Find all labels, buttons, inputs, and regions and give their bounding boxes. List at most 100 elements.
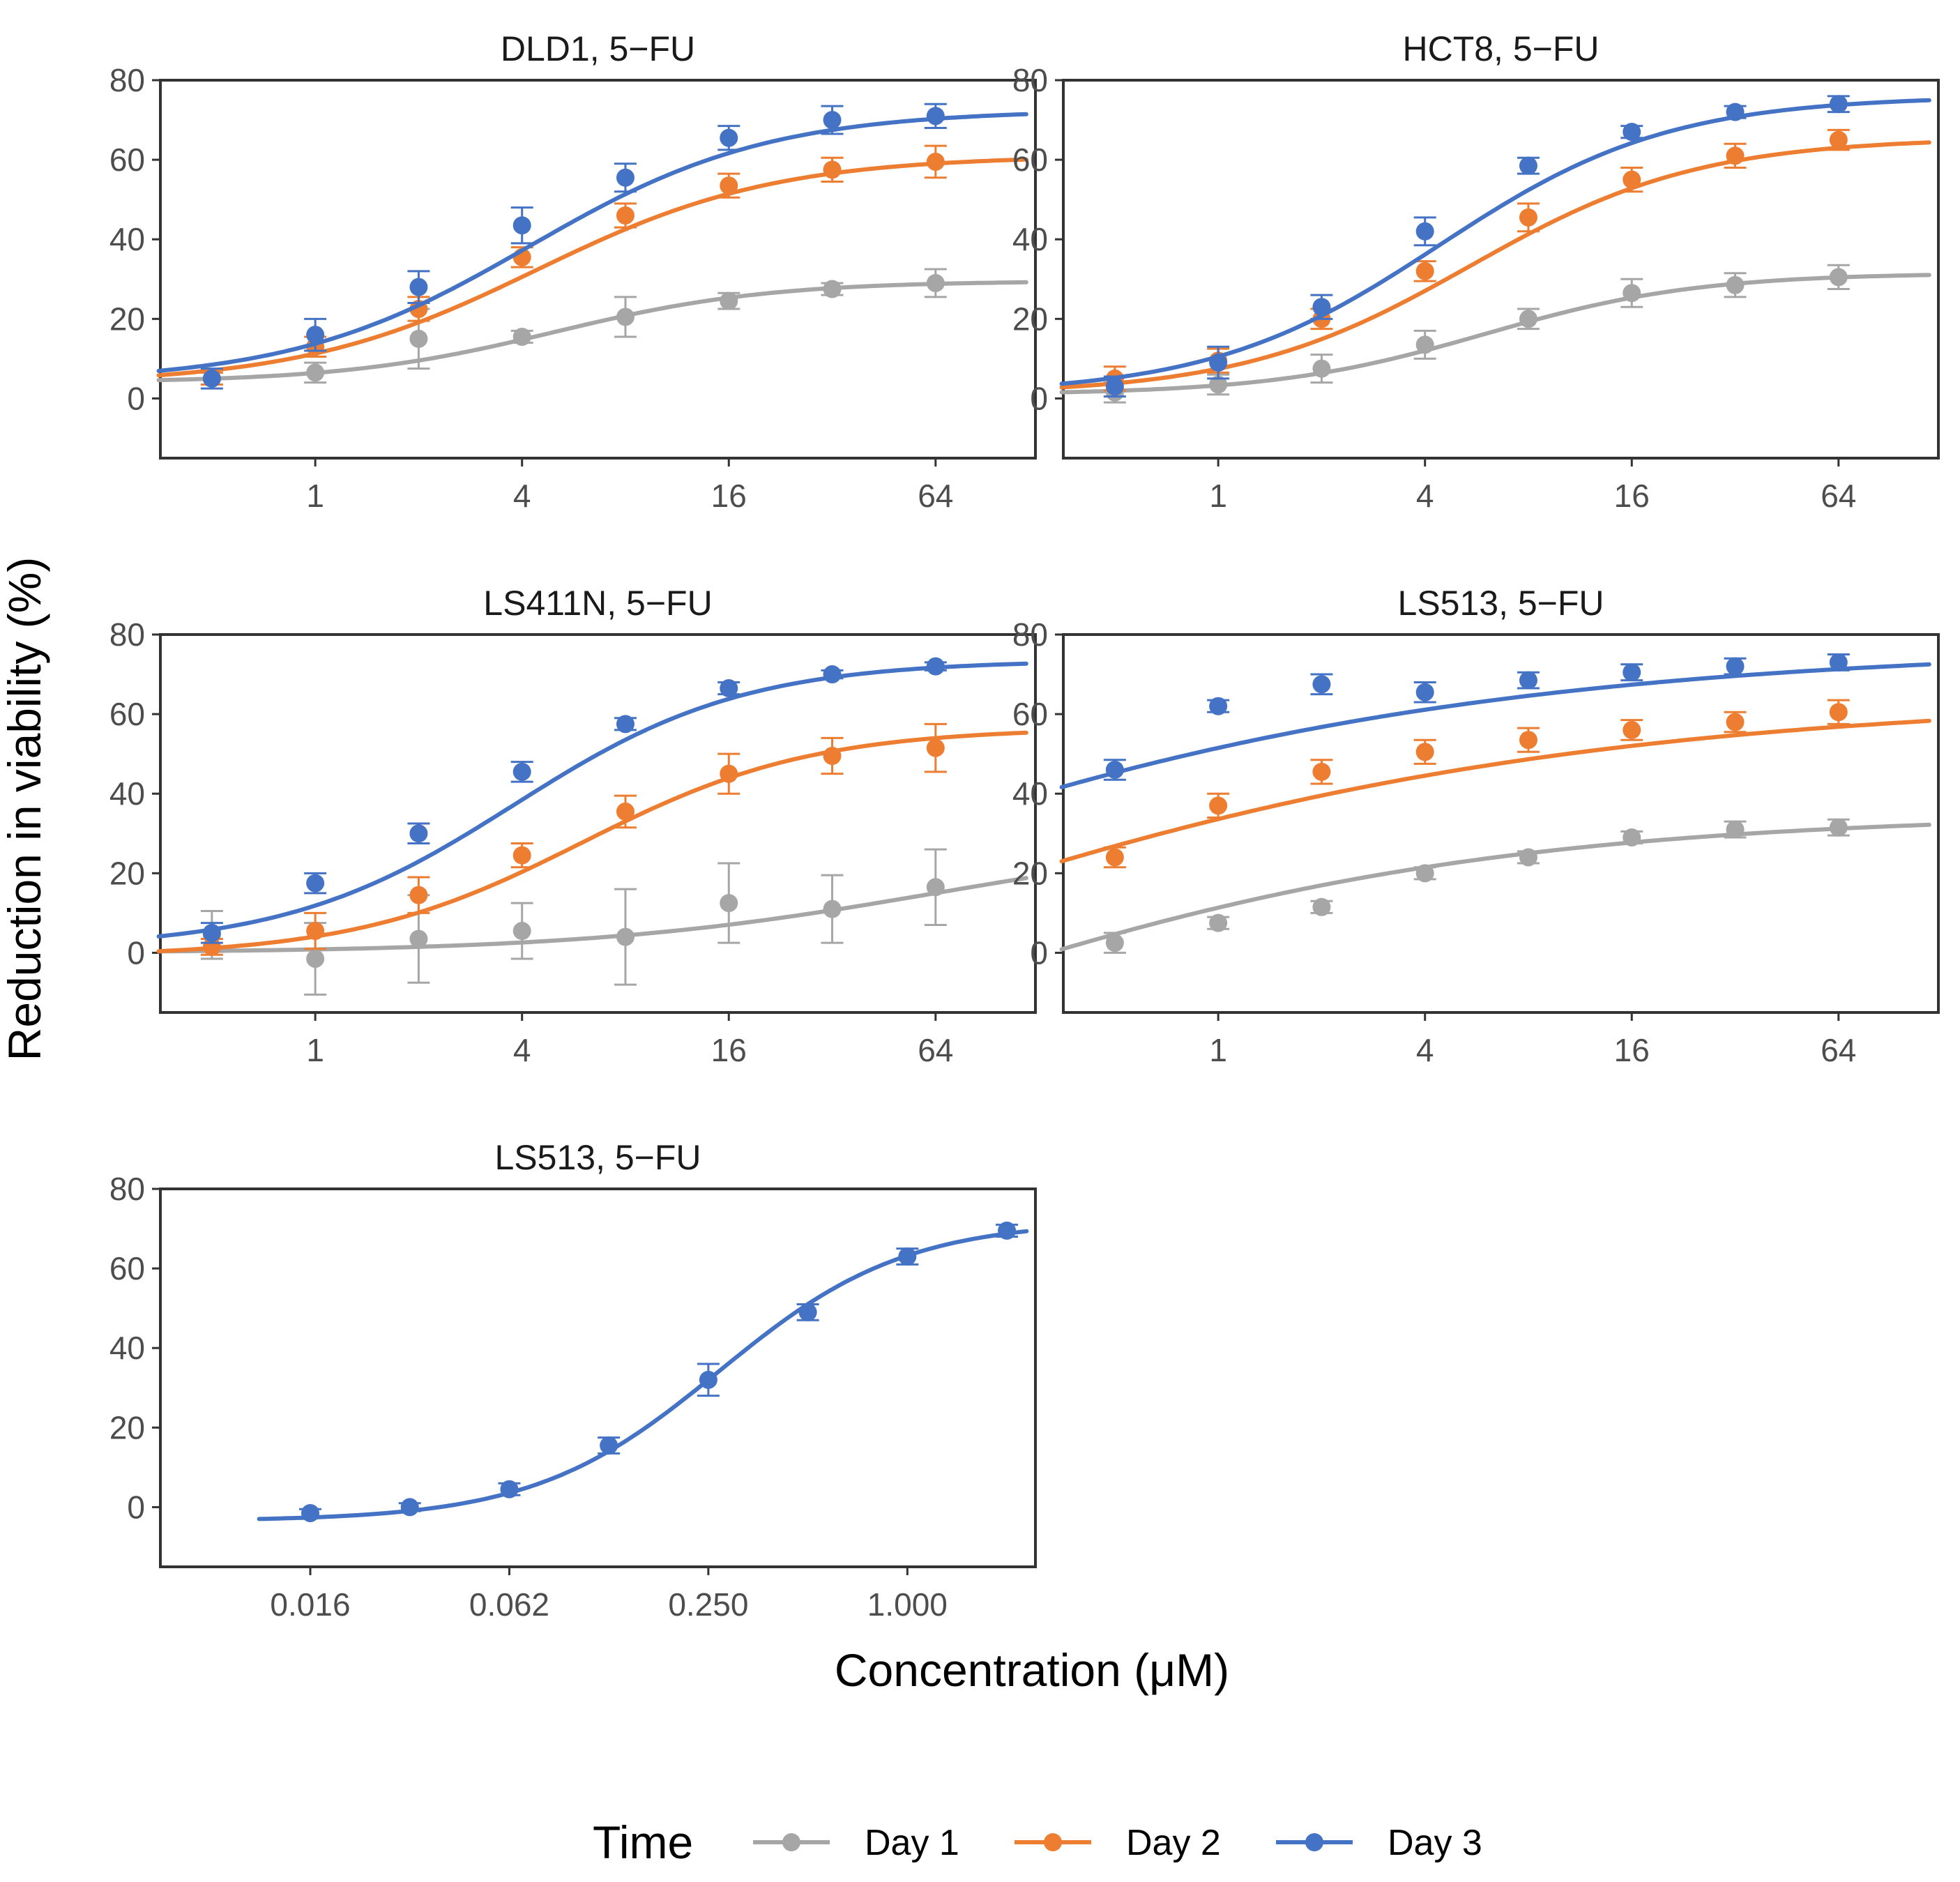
series-day-3 — [1059, 653, 1931, 789]
fit-curve — [156, 661, 1028, 939]
data-point — [1312, 359, 1331, 378]
series-day-1 — [1059, 818, 1931, 954]
data-point — [1519, 208, 1537, 227]
x-tick-label: 4 — [1416, 1032, 1434, 1068]
fit-curve — [1059, 662, 1931, 789]
fit-curve — [156, 157, 1028, 378]
data-point — [306, 922, 325, 941]
legend-key-point-day-2 — [1044, 1833, 1062, 1851]
y-tick-label: 20 — [1012, 855, 1048, 891]
y-tick-label: 80 — [109, 62, 145, 98]
y-tick-label: 60 — [109, 142, 145, 178]
y-tick-label: 60 — [109, 696, 145, 732]
data-point — [720, 679, 738, 698]
data-point — [823, 280, 842, 298]
panel-frame — [159, 79, 1037, 460]
fit-curve — [1059, 98, 1931, 386]
data-point — [1415, 864, 1434, 883]
legend-label-day-1: Day 1 — [865, 1823, 959, 1863]
data-point — [306, 326, 325, 344]
legend-item-day-1: Day 1 — [753, 1823, 959, 1863]
x-tick-label: 64 — [1821, 1032, 1856, 1068]
legend-title: Time — [593, 1816, 693, 1868]
legend-item-day-3: Day 3 — [1276, 1823, 1482, 1863]
data-point — [720, 291, 738, 310]
data-point — [1829, 703, 1848, 722]
data-point — [926, 878, 945, 897]
data-point — [1105, 760, 1124, 779]
data-point — [616, 206, 635, 225]
x-tick-label: 4 — [513, 478, 531, 514]
legend: Time Day 1 Day 2 Day 3 — [593, 1816, 1482, 1868]
panel-2: HCT8, 5−FU 0 20 40 60 80 1 4 16 64 — [1012, 29, 1940, 514]
x-tick-label: 64 — [1821, 478, 1856, 514]
data-point — [823, 160, 842, 179]
panel-1: DLD1, 5−FU 0 20 40 60 80 1 4 16 64 — [109, 29, 1037, 514]
data-point — [926, 273, 945, 292]
fit-curve — [156, 112, 1028, 373]
panel-title: LS411N, 5−FU — [483, 584, 712, 623]
x-tick-label: 16 — [1614, 1032, 1650, 1068]
x-tick-label: 1 — [1209, 1032, 1227, 1068]
data-point — [926, 657, 945, 676]
x-tick-label: 4 — [513, 1032, 531, 1068]
data-point — [1726, 275, 1745, 294]
x-tick-label: 1.000 — [867, 1586, 948, 1623]
data-point — [1726, 146, 1745, 165]
fit-curve — [1059, 822, 1931, 952]
series-day-3 — [156, 103, 1028, 390]
fit-curve — [1059, 718, 1931, 864]
data-point — [998, 1221, 1017, 1240]
data-point — [1209, 913, 1228, 932]
data-point — [1415, 335, 1434, 354]
panel-5: LS513, 5−FU 0 20 40 60 80 0.016 0.062 0.250 1.000 — [109, 1138, 1037, 1623]
data-point — [1415, 683, 1434, 701]
x-tick-label: 64 — [918, 1032, 953, 1068]
panel-frame — [159, 1187, 1037, 1568]
y-tick-label: 80 — [109, 616, 145, 653]
x-tick-label: 0.250 — [668, 1586, 748, 1623]
data-point — [306, 363, 325, 382]
panel-frame — [1062, 633, 1940, 1014]
y-tick-label: 0 — [127, 1489, 145, 1525]
data-point — [1519, 731, 1537, 750]
x-tick-label: 16 — [711, 478, 747, 514]
data-point — [1623, 828, 1641, 847]
data-point — [1209, 354, 1228, 372]
panel-frame — [1062, 79, 1940, 460]
x-tick-label: 16 — [711, 1032, 747, 1068]
data-point — [823, 665, 842, 684]
panel-title: HCT8, 5−FU — [1402, 29, 1599, 68]
panel-frame — [159, 633, 1037, 1014]
fit-curve — [156, 730, 1028, 954]
data-point — [1415, 261, 1434, 280]
x-tick-label: 0.062 — [469, 1586, 549, 1623]
data-point — [616, 168, 635, 187]
y-tick-label: 20 — [1012, 301, 1048, 337]
data-point — [202, 369, 221, 388]
data-point — [1829, 268, 1848, 287]
data-point — [1105, 934, 1124, 953]
y-tick-label: 40 — [1012, 221, 1048, 257]
series-day-1 — [1059, 264, 1931, 404]
data-point — [409, 929, 428, 948]
x-tick-label: 0.016 — [270, 1586, 350, 1623]
data-point — [400, 1498, 419, 1517]
y-tick-label: 20 — [109, 1409, 145, 1445]
data-point — [512, 327, 531, 346]
y-tick-label: 40 — [109, 1330, 145, 1366]
fit-curve — [156, 280, 1028, 383]
data-point — [1829, 653, 1848, 671]
data-point — [1519, 156, 1537, 175]
data-point — [699, 1370, 717, 1389]
data-point — [1519, 671, 1537, 690]
y-tick-label: 80 — [1012, 62, 1048, 98]
x-tick-label: 1 — [306, 478, 324, 514]
y-tick-label: 60 — [1012, 142, 1048, 178]
y-tick-label: 60 — [1012, 696, 1048, 732]
data-point — [1312, 897, 1331, 916]
data-point — [1519, 310, 1537, 328]
data-point — [1209, 796, 1228, 815]
